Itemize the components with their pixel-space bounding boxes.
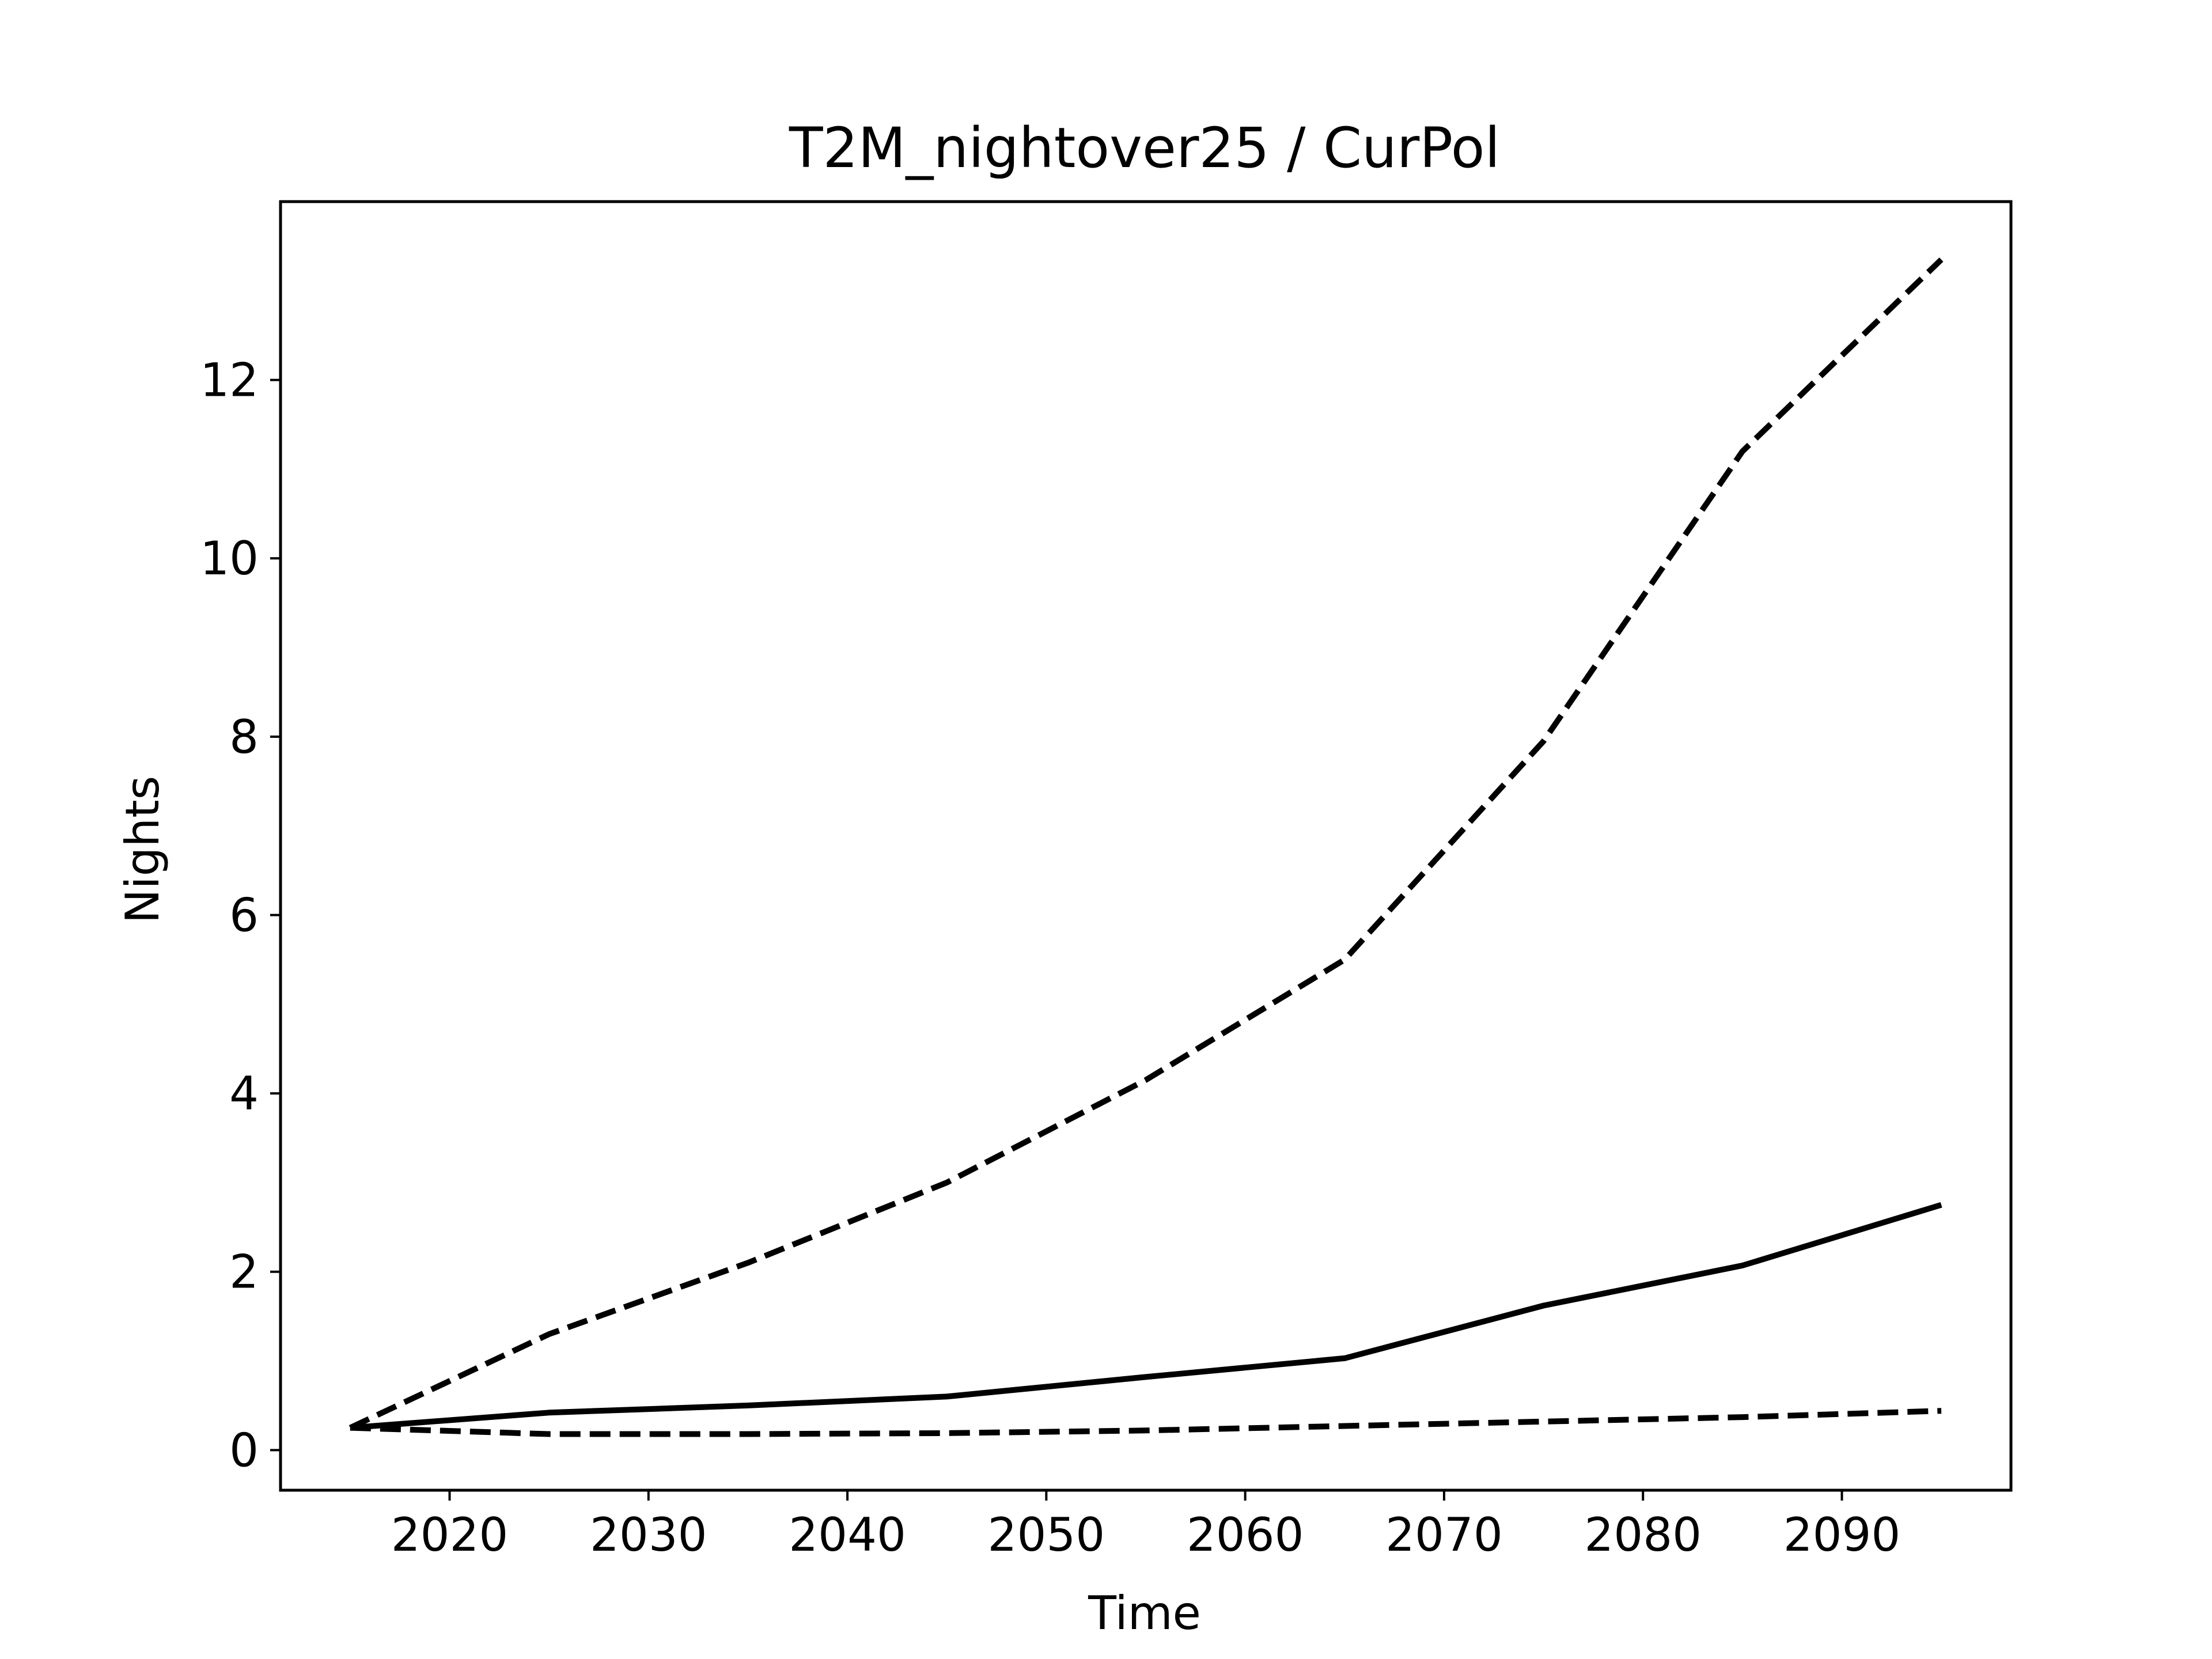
- x-tick-label: 2060: [1187, 1508, 1304, 1562]
- y-tick-label: 0: [229, 1423, 259, 1477]
- series-line-3: [350, 1408, 1942, 1437]
- x-tick-label: 2090: [1783, 1508, 1901, 1562]
- plot-frame: [279, 200, 2013, 1492]
- x-tick-label: 2040: [789, 1508, 906, 1562]
- x-axis: 2020 2030 2040 2050 2060 2070 2080 2090: [391, 1490, 1901, 1562]
- y-tick-label: 10: [200, 532, 259, 585]
- y-tick-label: 8: [229, 710, 259, 764]
- series-line-1: [349, 257, 1944, 1431]
- series-layer: [349, 257, 1944, 1437]
- x-tick-label: 2070: [1385, 1508, 1503, 1562]
- y-tick-label: 2: [229, 1245, 259, 1299]
- x-tick-label: 2030: [590, 1508, 707, 1562]
- series-line-2: [350, 1202, 1942, 1431]
- y-axis: 0 2 4 6 8 10 12: [200, 354, 281, 1477]
- chart-title: T2M_nightover25 / CurPol: [789, 116, 1500, 180]
- x-tick-label: 2020: [391, 1508, 509, 1562]
- y-tick-label: 4: [229, 1067, 259, 1120]
- x-tick-label: 2080: [1584, 1508, 1702, 1562]
- y-tick-label: 12: [200, 354, 259, 407]
- x-tick-label: 2050: [988, 1508, 1105, 1562]
- y-tick-label: 6: [229, 888, 259, 942]
- x-axis-label: Time: [1088, 1586, 1201, 1640]
- y-axis-label: Nights: [116, 776, 169, 924]
